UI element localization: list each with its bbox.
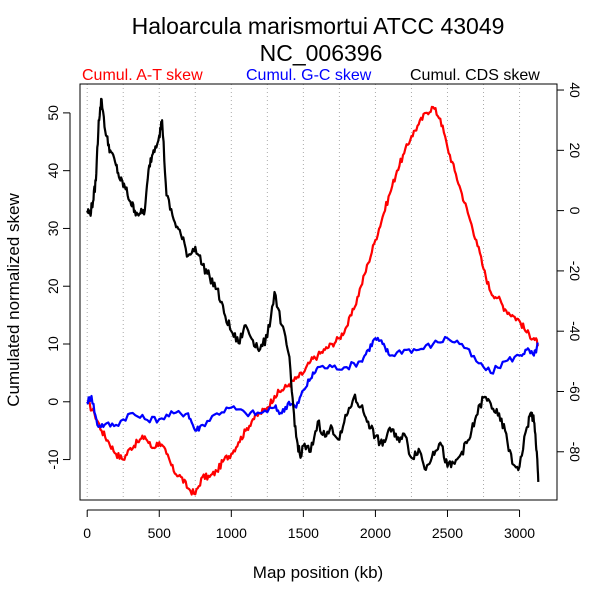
y-tick-label: 20	[45, 278, 61, 294]
x-tick-label: 1000	[216, 525, 247, 541]
x-tick-label: 3000	[504, 525, 535, 541]
y-tick-label: -10	[45, 449, 61, 469]
series-line-cds	[86, 97, 540, 482]
axes: 0 500 1000 1500 2000 2500 3000 -10 0 10 20 30 40 50 -8…	[45, 82, 583, 541]
x-tick-label: 2500	[432, 525, 463, 541]
x-tick-label: 0	[83, 525, 91, 541]
x-tick-label: 500	[148, 525, 172, 541]
series-line-gc	[86, 335, 539, 432]
y-tick-label: 10	[45, 336, 61, 352]
y-tick-label: 0	[45, 398, 61, 406]
chart-title: Haloarcula marismortui ATCC 43049	[132, 13, 505, 39]
y2-tick-label: 40	[567, 82, 583, 98]
y-tick-label: 30	[45, 220, 61, 236]
y-tick-label: 50	[45, 105, 61, 121]
plot-box	[79, 83, 558, 501]
y-tick-label: 40	[45, 163, 61, 179]
y2-tick-label: -20	[567, 261, 583, 281]
legend-cds-skew: Cumul. CDS skew	[410, 67, 540, 84]
y2-tick-label: -40	[567, 321, 583, 341]
x-tick-label: 1500	[288, 525, 319, 541]
y2-tick-label: 20	[567, 143, 583, 159]
series-lines	[86, 97, 540, 496]
y2-tick-label: 0	[567, 207, 583, 215]
y-axis-label: Cumulated normalized skew	[4, 193, 23, 407]
legend-at-skew: Cumul. A-T skew	[82, 67, 203, 84]
grid-lines	[86, 84, 521, 500]
legend-gc-skew: Cumul. G-C skew	[246, 67, 372, 84]
chart-subtitle: NC_006396	[260, 40, 383, 66]
x-tick-label: 2000	[360, 525, 391, 541]
series-line-at	[86, 105, 540, 496]
x-axis-label: Map position (kb)	[253, 563, 383, 582]
y2-tick-label: -60	[567, 381, 583, 401]
y2-tick-label: -80	[567, 442, 583, 462]
